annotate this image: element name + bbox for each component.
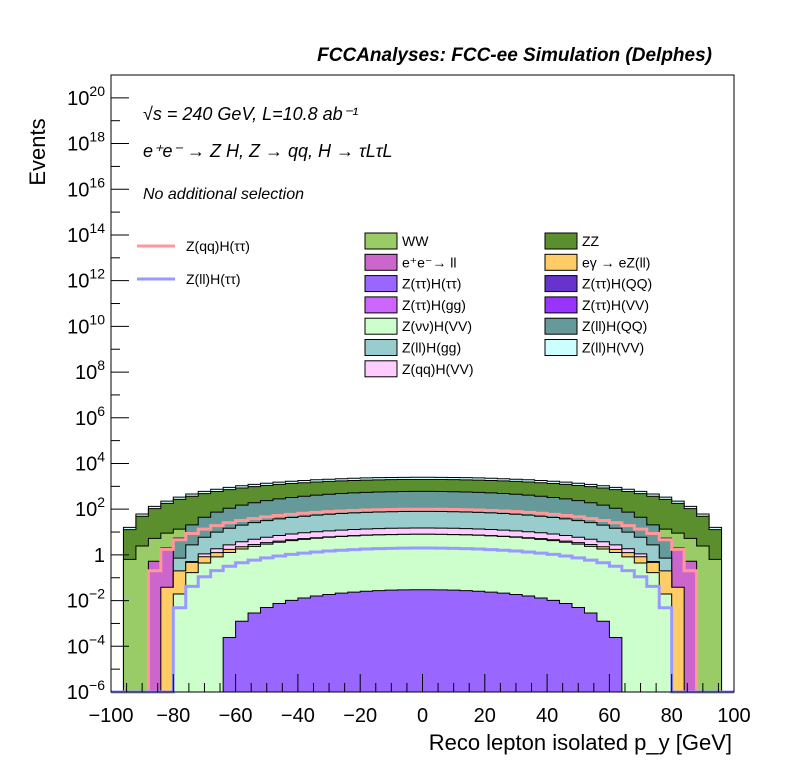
y-tick-label: 1010	[67, 311, 105, 338]
legend-entry-label: Z(νν)H(VV)	[402, 318, 472, 334]
x-tick-label: 20	[474, 705, 496, 727]
legend-entry-label: Z(ll)H(VV)	[582, 340, 644, 356]
legend-entry-label: Z(ττ)H(VV)	[582, 297, 649, 313]
x-tick-label: 100	[717, 705, 750, 727]
legend-swatch	[544, 317, 578, 335]
y-tick-label: 108	[75, 357, 105, 384]
y-tick-label: 10−4	[67, 631, 105, 658]
background-legend: WW e⁺e⁻→ ll Z(ττ)H(ττ) Z(ττ)H(gg) Z(νν)H(VV)…	[364, 232, 652, 378]
legend-swatch	[544, 339, 578, 356]
y-tick-label: 1020	[67, 83, 105, 110]
legend-swatch	[364, 275, 398, 293]
x-axis-ticks: −100 −80 −60 −40 −20 0 20 40 60 80 100	[88, 674, 751, 727]
y-tick-label: 102	[75, 494, 105, 521]
x-tick-label: −40	[281, 705, 315, 727]
legend-entry-label: Z(ll)H(QQ)	[582, 318, 647, 334]
x-tick-label: 60	[598, 705, 620, 727]
legend-entry-label: eγ → eZ(ll)	[582, 254, 650, 270]
legend-swatch	[364, 296, 398, 314]
x-tick-label: −60	[219, 705, 253, 727]
signal-legend: Z(qq)H(ττ) Z(ll)H(ττ)	[137, 238, 250, 287]
stack-layers	[111, 476, 734, 693]
signal-line-z-qq-h	[111, 507, 734, 694]
legend-entry-label: Z(qq)H(VV)	[402, 361, 474, 377]
legend-entry-label: Z(ττ)H(QQ)	[582, 276, 652, 292]
y-tick-label: 10−2	[67, 586, 105, 613]
chart-title: FCCAnalyses: FCC-ee Simulation (Delphes)	[317, 45, 712, 66]
legend-entry-label: e⁺e⁻→ ll	[402, 254, 456, 270]
y-tick-label: 1012	[67, 266, 105, 293]
legend-swatch	[544, 253, 578, 271]
signal-lines	[111, 507, 734, 694]
x-tick-label: −20	[343, 705, 377, 727]
signal-line-z-ll-h	[111, 546, 734, 694]
y-tick-label: 1	[94, 545, 105, 567]
y-axis-ticks: 10−6 10−4 10−2 1 102 104 106 108 1010 1012 1014 101…	[67, 83, 129, 704]
y-tick-label: 106	[75, 403, 105, 430]
y-tick-label: 1018	[67, 129, 105, 156]
legend-entry-label: Z(ττ)H(gg)	[402, 297, 466, 313]
legend-swatch	[544, 275, 578, 293]
legend-swatch	[364, 339, 398, 356]
y-tick-label: 1016	[67, 174, 105, 201]
legend-swatch	[544, 296, 578, 314]
energy-luminosity-label: √s = 240 GeV, L=10.8 ab⁻¹	[143, 104, 358, 124]
legend-entry-label: WW	[402, 233, 429, 249]
y-axis-label: Events	[25, 118, 50, 185]
x-tick-label: −100	[88, 705, 133, 727]
selection-label: No additional selection	[143, 186, 304, 203]
y-tick-label: 104	[75, 448, 105, 475]
x-tick-label: 80	[661, 705, 683, 727]
x-tick-label: −80	[156, 705, 190, 727]
legend-entry-label: Z(ll)H(ττ)	[186, 271, 241, 287]
legend-entry-label: Z(ττ)H(ττ)	[402, 276, 461, 292]
legend-entry-label: Z(qq)H(ττ)	[186, 238, 250, 254]
x-tick-label: 40	[536, 705, 558, 727]
legend-swatch	[364, 253, 398, 271]
legend-swatch	[364, 317, 398, 335]
legend-entry-label: ZZ	[582, 233, 600, 249]
legend-swatch	[544, 232, 578, 250]
legend-entry-label: Z(ll)H(gg)	[402, 340, 461, 356]
y-tick-label: 1014	[67, 220, 105, 247]
stack-layer-z-h	[111, 589, 734, 693]
x-axis-label: Reco lepton isolated p_y [GeV]	[429, 730, 732, 755]
legend-swatch	[364, 232, 398, 250]
y-tick-label: 10−6	[67, 677, 105, 704]
legend-swatch	[364, 360, 398, 378]
x-tick-label: 0	[417, 705, 428, 727]
process-label: e⁺e⁻ → Z H, Z → qq, H → τLτL	[143, 141, 393, 161]
